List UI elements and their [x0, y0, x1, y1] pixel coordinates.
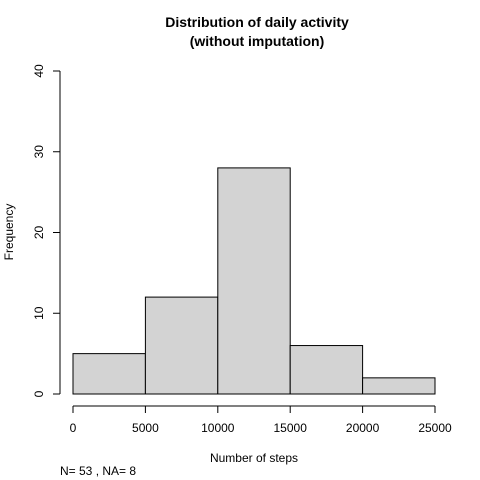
bar-0: [72, 353, 146, 395]
bars-group: [72, 167, 436, 395]
bar-2: [217, 167, 291, 395]
y-tick-label-3: 30: [32, 145, 46, 159]
bar-3: [289, 345, 364, 395]
sample-size-note: N= 53 , NA= 8: [60, 464, 136, 478]
bar-4: [362, 377, 436, 395]
x-axis-label: Number of steps: [210, 451, 298, 465]
bar-1: [144, 296, 219, 395]
y-tick-label-0: 0: [32, 390, 46, 397]
x-axis: 0 5000 10000 15000 20000 25000: [70, 405, 452, 435]
y-tick-label-2: 20: [32, 226, 46, 240]
y-tick-label-4: 40: [32, 64, 46, 78]
x-tick-label-0: 0: [70, 421, 77, 435]
chart-title-line2: (without imputation): [190, 33, 325, 49]
x-tick-label-4: 20000: [346, 421, 380, 435]
chart-title-line1: Distribution of daily activity: [165, 14, 349, 30]
x-tick-label-2: 10000: [201, 421, 235, 435]
y-axis: 0 10 20 30 40: [32, 64, 61, 397]
x-tick-label-1: 5000: [132, 421, 159, 435]
y-axis-label: Frequency: [2, 204, 16, 261]
y-tick-label-1: 10: [32, 306, 46, 320]
x-tick-label-3: 15000: [274, 421, 308, 435]
x-tick-label-5: 25000: [418, 421, 452, 435]
